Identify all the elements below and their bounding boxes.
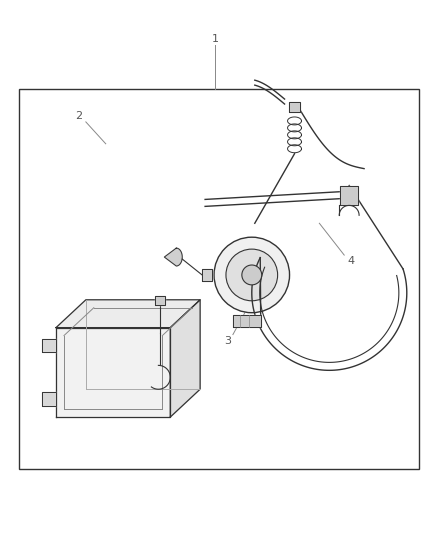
Polygon shape [56,300,200,328]
Polygon shape [340,185,358,205]
Text: 3: 3 [224,336,231,345]
Text: 4: 4 [348,256,355,266]
Polygon shape [164,248,182,266]
Polygon shape [289,102,300,112]
Polygon shape [42,338,56,352]
Polygon shape [170,300,200,417]
Text: 2: 2 [75,111,82,121]
Text: 1: 1 [212,35,219,44]
Circle shape [242,265,262,285]
Circle shape [226,249,278,301]
Circle shape [214,237,290,313]
Polygon shape [56,328,170,417]
Polygon shape [155,296,165,305]
Polygon shape [233,314,261,327]
Bar [19,89,419,469]
Polygon shape [202,269,212,281]
Polygon shape [42,392,56,406]
